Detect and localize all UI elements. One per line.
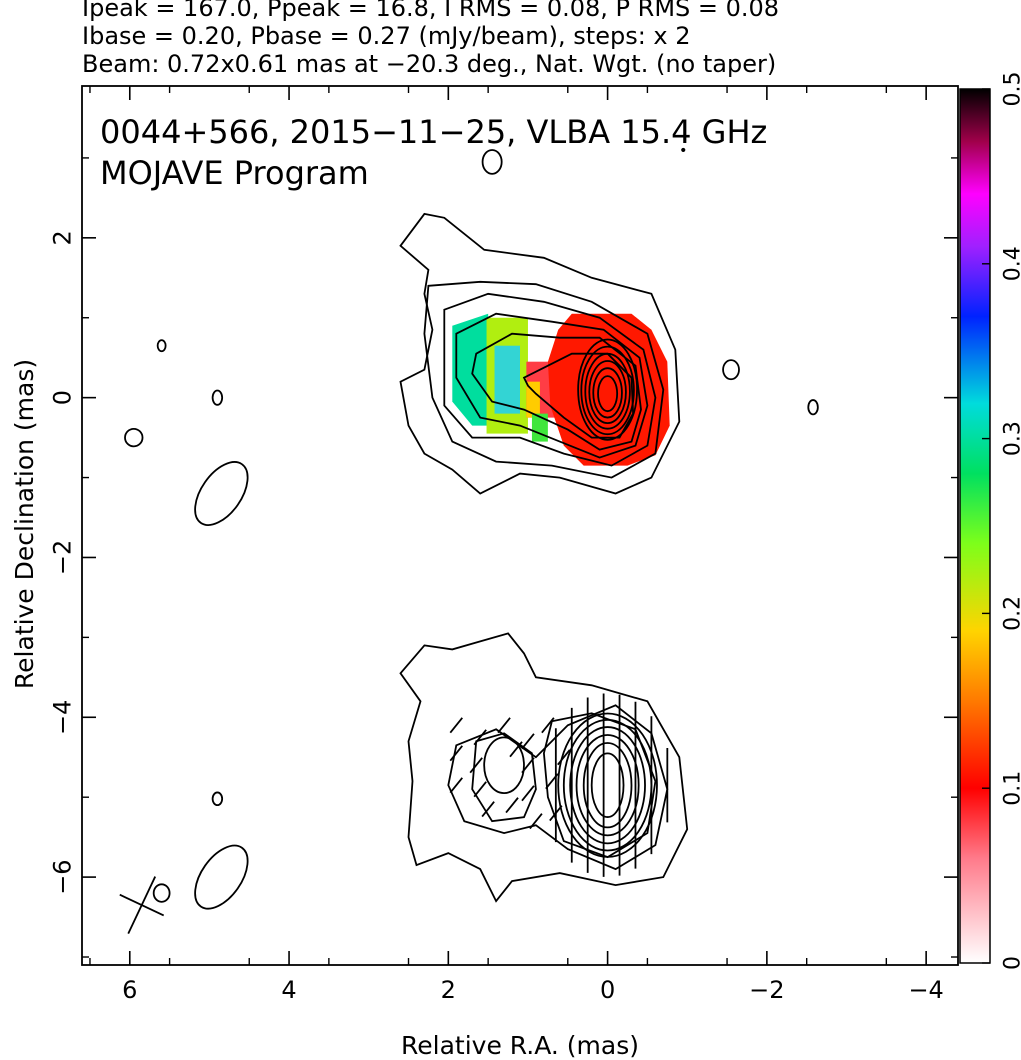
evpa-vector-jet (545, 773, 559, 790)
header-line-1: Ipeak = 167.0, Ppeak = 16.8, I RMS = 0.0… (82, 0, 780, 22)
evpa-vector-jet (473, 729, 487, 746)
chart-title: 0044+566, 2015−11−25, VLBA 15.4 GHz (100, 113, 767, 151)
contour-north-core-3 (584, 352, 631, 430)
contour-noise-island (152, 883, 171, 903)
colorbar-tick-label: 0.2 (1001, 596, 1021, 631)
contour-south-2 (447, 704, 669, 871)
evpa-vector-jet (521, 785, 535, 802)
contour-noise-island (156, 339, 167, 353)
pol-region-core (547, 313, 670, 466)
contour-noise-island (211, 389, 224, 406)
contour-south-jet-inner (483, 736, 525, 795)
evpa-vector-jet (521, 733, 535, 750)
x-axis-label: Relative R.A. (mas) (401, 1031, 639, 1060)
x-tick-label: 2 (441, 976, 456, 1004)
contour-north-2 (423, 280, 665, 479)
contour-south-outer (399, 632, 689, 903)
contour-south-core-3 (569, 726, 646, 845)
evpa-vector-jet (473, 781, 487, 798)
evpa-vector-jet (449, 777, 463, 794)
evpa-vector-jet (549, 805, 563, 822)
header-line-3: Beam: 0.72x0.61 mas at −20.3 deg., Nat. … (82, 50, 777, 78)
y-axis-label: Relative Declination (mas) (10, 359, 39, 689)
colorbar (959, 88, 991, 964)
contour-noise-island (124, 427, 144, 448)
contour-noise-island (722, 359, 740, 381)
contour-north-outer (399, 212, 681, 495)
beam-minor-axis (119, 893, 165, 917)
contour-south-core-1 (557, 712, 658, 858)
contour-noise-island (211, 791, 224, 807)
header-line-2: Ibase = 0.20, Pbase = 0.27 (mJy/beam), s… (82, 22, 691, 50)
contour-south-core-5 (582, 742, 633, 829)
colorbar-tick-label: 0 (1001, 956, 1021, 970)
chart-subtitle: MOJAVE Program (100, 154, 369, 192)
y-tick-label: 0 (48, 390, 76, 405)
contour-noise-island (807, 399, 819, 416)
contour-north-5 (471, 332, 642, 451)
y-tick-label: 2 (48, 230, 76, 245)
colorbar-tick-label: 0.5 (1001, 72, 1021, 107)
contour-noise-island (194, 461, 249, 526)
evpa-vector-jet (521, 757, 535, 774)
y-tick-label: −2 (48, 540, 76, 575)
pol-region-jet-outer (452, 313, 489, 426)
x-tick-label: 0 (600, 976, 615, 1004)
contour-north-4 (455, 312, 649, 459)
contour-north-3 (443, 292, 657, 467)
x-tick-label: −4 (908, 976, 943, 1004)
x-tick-label: −2 (749, 976, 784, 1004)
contour-south-3 (471, 732, 537, 823)
x-tick-label: 6 (122, 976, 137, 1004)
evpa-vector-jet (509, 741, 523, 758)
evpa-vector-jet (541, 717, 555, 734)
pol-region-jet-cyan (494, 345, 520, 414)
evpa-vector-jet (481, 801, 495, 818)
contour-north-core-1 (577, 338, 638, 441)
colorbar-tick-label: 0.3 (1001, 421, 1021, 456)
pol-region-inner-yellow (526, 381, 540, 418)
evpa-vector-jet (505, 797, 519, 814)
contour-north-core-6 (597, 375, 619, 413)
x-tick-label: 4 (281, 976, 296, 1004)
evpa-vector-jet (557, 749, 571, 766)
evpa-vector-jet (449, 745, 463, 762)
y-tick-label: −6 (48, 859, 76, 894)
colorbar-tick-label: 0.1 (1001, 771, 1021, 806)
contour-north-6 (522, 352, 635, 439)
evpa-vector-jet (469, 757, 483, 774)
plot-frame (81, 85, 959, 966)
contour-south-core-6 (590, 752, 625, 818)
contour-north-core-5 (592, 367, 623, 419)
noise-dot (681, 147, 686, 153)
colorbar-tick-label: 0.4 (1001, 246, 1021, 281)
evpa-vector-jet (449, 717, 463, 734)
contour-south-core-4 (575, 734, 640, 837)
evpa-vector-jet (529, 813, 543, 830)
contour-noise-island (194, 844, 249, 910)
contour-noise-island (481, 149, 503, 175)
y-tick-label: −4 (48, 700, 76, 735)
contour-north-core-4 (588, 360, 627, 425)
contour-north-core-2 (580, 345, 635, 436)
evpa-vector-jet (497, 717, 511, 734)
